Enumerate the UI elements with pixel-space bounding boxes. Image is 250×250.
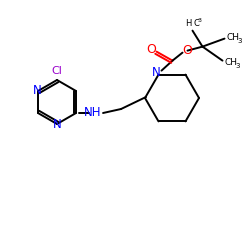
Text: 3: 3 [198, 18, 202, 23]
Text: CH: CH [226, 33, 239, 42]
Text: H: H [185, 19, 192, 28]
Text: N: N [152, 66, 161, 79]
Text: 3: 3 [236, 62, 240, 68]
Text: CH: CH [224, 58, 237, 67]
Text: Cl: Cl [52, 66, 62, 76]
Text: N: N [52, 118, 62, 132]
Text: NH: NH [84, 106, 102, 120]
Text: 3: 3 [238, 38, 242, 44]
Text: C: C [194, 19, 200, 28]
Text: O: O [146, 43, 156, 56]
Text: N: N [32, 84, 41, 98]
Text: O: O [182, 44, 192, 57]
